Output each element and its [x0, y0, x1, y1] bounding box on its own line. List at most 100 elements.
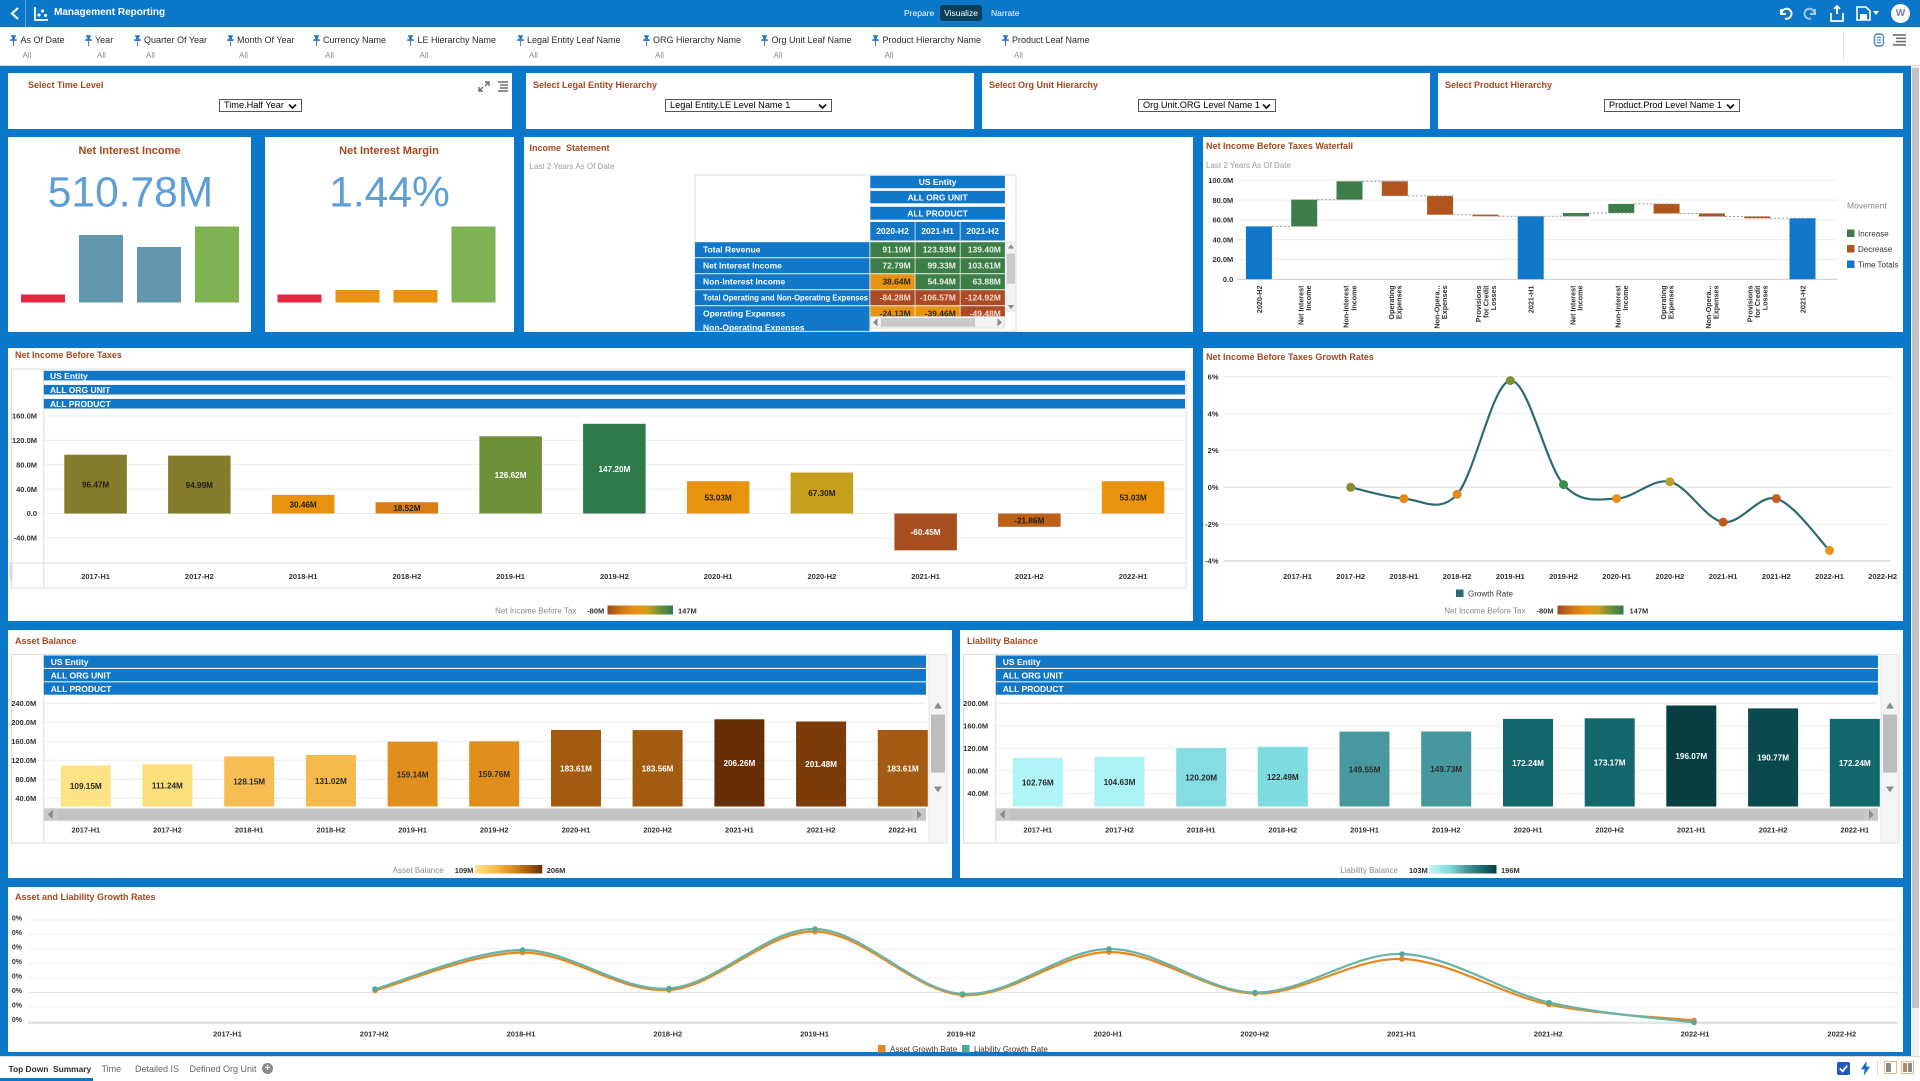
svg-text:172.24M: 172.24M — [1512, 758, 1544, 767]
svg-text:30.46M: 30.46M — [289, 500, 316, 509]
svg-text:126.62M: 126.62M — [495, 471, 527, 480]
svg-text:0%: 0% — [12, 930, 23, 937]
svg-text:0%: 0% — [1207, 483, 1218, 492]
svg-text:38.64M: 38.64M — [882, 276, 910, 286]
svg-text:Decrease: Decrease — [1858, 244, 1893, 253]
svg-text:ALL ORG UNIT: ALL ORG UNIT — [1003, 670, 1064, 680]
svg-text:2017-H1: 2017-H1 — [71, 825, 100, 834]
svg-text:147M: 147M — [678, 607, 697, 616]
svg-text:2020-H2: 2020-H2 — [1240, 1029, 1269, 1038]
svg-text:109M: 109M — [455, 865, 474, 874]
svg-text:Losses: Losses — [1488, 285, 1497, 310]
svg-text:159.14M: 159.14M — [397, 770, 429, 779]
svg-text:2017-H1: 2017-H1 — [1283, 572, 1312, 581]
svg-text:91.10M: 91.10M — [882, 244, 910, 254]
svg-text:-4%: -4% — [1205, 557, 1219, 566]
svg-text:2021-H2: 2021-H2 — [807, 825, 836, 834]
svg-text:2022-H2: 2022-H2 — [1827, 1029, 1856, 1038]
svg-text:1.44%: 1.44% — [329, 169, 450, 215]
svg-text:Total Revenue: Total Revenue — [703, 244, 761, 254]
svg-text:2021-H1: 2021-H1 — [911, 572, 940, 581]
svg-text:for Credit: for Credit — [1753, 284, 1762, 317]
svg-text:Non-Interest Income: Non-Interest Income — [703, 276, 785, 286]
svg-text:2019-H2: 2019-H2 — [600, 572, 629, 581]
svg-text:Net Income Before Tax: Net Income Before Tax — [495, 607, 576, 616]
svg-text:2017-H1: 2017-H1 — [213, 1029, 242, 1038]
svg-text:2018-H1: 2018-H1 — [1389, 572, 1418, 581]
svg-text:40.0M: 40.0M — [1212, 235, 1233, 244]
svg-text:Time Totals: Time Totals — [1858, 260, 1898, 269]
svg-text:Losses: Losses — [1760, 285, 1769, 310]
svg-text:2021-H1: 2021-H1 — [1677, 825, 1706, 834]
svg-text:20.0M: 20.0M — [1212, 255, 1233, 264]
svg-text:2017-H1: 2017-H1 — [1023, 825, 1052, 834]
svg-text:2021-H2: 2021-H2 — [1798, 285, 1807, 313]
svg-text:2020-H1: 2020-H1 — [1514, 825, 1543, 834]
svg-text:159.76M: 159.76M — [478, 770, 510, 779]
svg-text:2020-H2: 2020-H2 — [1254, 285, 1263, 313]
svg-text:160.0M: 160.0M — [12, 412, 37, 421]
svg-text:40.0M: 40.0M — [967, 789, 988, 798]
svg-text:2021-H1: 2021-H1 — [725, 825, 754, 834]
svg-text:ALL ORG UNIT: ALL ORG UNIT — [51, 670, 112, 680]
svg-text:2017-H2: 2017-H2 — [360, 1029, 389, 1038]
svg-text:40.0M: 40.0M — [15, 793, 36, 802]
svg-text:109.15M: 109.15M — [70, 782, 102, 791]
svg-text:2020-H2: 2020-H2 — [1595, 825, 1624, 834]
svg-text:-40.0M: -40.0M — [14, 534, 37, 543]
svg-text:173.17M: 173.17M — [1594, 758, 1626, 767]
svg-text:-2%: -2% — [1205, 520, 1219, 529]
svg-text:2021-H1: 2021-H1 — [1526, 285, 1535, 313]
svg-text:ALL ORG UNIT: ALL ORG UNIT — [907, 192, 968, 202]
svg-text:206M: 206M — [547, 865, 566, 874]
svg-text:Liability Growth Rate: Liability Growth Rate — [974, 1044, 1048, 1052]
svg-text:2017-H2: 2017-H2 — [1336, 572, 1365, 581]
svg-text:2018-H2: 2018-H2 — [1268, 825, 1297, 834]
svg-text:103M: 103M — [1409, 866, 1428, 875]
svg-text:2022-H1: 2022-H1 — [1681, 1029, 1710, 1038]
svg-text:104.63M: 104.63M — [1104, 777, 1136, 786]
svg-text:-60.45M: -60.45M — [911, 528, 941, 537]
svg-text:2020-H1: 2020-H1 — [1602, 572, 1631, 581]
svg-text:Asset Growth Rate: Asset Growth Rate — [890, 1044, 958, 1052]
svg-text:510.78M: 510.78M — [48, 169, 213, 215]
svg-text:Net Interest Income: Net Interest Income — [703, 260, 782, 270]
svg-text:139.40M: 139.40M — [967, 244, 1000, 254]
svg-text:2021-H1: 2021-H1 — [1387, 1029, 1416, 1038]
svg-text:Operating: Operating — [1658, 285, 1667, 319]
svg-text:2019-H1: 2019-H1 — [398, 825, 427, 834]
svg-text:120.20M: 120.20M — [1185, 773, 1217, 782]
svg-text:-80M: -80M — [1536, 607, 1553, 616]
svg-text:122.49M: 122.49M — [1267, 772, 1299, 781]
svg-text:94.99M: 94.99M — [186, 481, 213, 490]
svg-text:131.02M: 131.02M — [315, 776, 347, 785]
svg-text:2018-H1: 2018-H1 — [289, 572, 318, 581]
svg-text:-49.48M: -49.48M — [969, 308, 1000, 318]
svg-text:Provisions: Provisions — [1473, 285, 1482, 322]
svg-text:2021-H2: 2021-H2 — [1759, 825, 1788, 834]
svg-text:0.0: 0.0 — [1222, 274, 1232, 283]
svg-text:2020-H2: 2020-H2 — [643, 825, 672, 834]
svg-text:US Entity: US Entity — [1003, 657, 1041, 667]
svg-text:4%: 4% — [1207, 409, 1218, 418]
svg-text:Non-Interest: Non-Interest — [1341, 284, 1350, 327]
svg-text:2021-H2: 2021-H2 — [1761, 572, 1790, 581]
svg-text:ALL ORG UNIT: ALL ORG UNIT — [50, 385, 111, 395]
svg-text:2017-H2: 2017-H2 — [185, 572, 214, 581]
svg-text:Operating Expenses: Operating Expenses — [703, 308, 785, 318]
svg-text:2018-H2: 2018-H2 — [653, 1029, 682, 1038]
svg-text:2018-H1: 2018-H1 — [507, 1029, 536, 1038]
svg-text:149.73M: 149.73M — [1430, 765, 1462, 774]
svg-text:2020-H1: 2020-H1 — [704, 572, 733, 581]
svg-text:Income: Income — [1304, 285, 1313, 310]
svg-text:US Entity: US Entity — [51, 657, 89, 667]
svg-text:120.0M: 120.0M — [11, 756, 36, 765]
svg-text:0.0: 0.0 — [27, 509, 37, 518]
svg-text:-80M: -80M — [587, 607, 604, 616]
svg-text:0%: 0% — [12, 1002, 23, 1009]
svg-text:ALL PRODUCT: ALL PRODUCT — [51, 683, 112, 693]
svg-text:2%: 2% — [1207, 446, 1218, 455]
svg-text:123.93M: 123.93M — [922, 244, 955, 254]
svg-text:Expenses: Expenses — [1439, 285, 1448, 319]
svg-text:2019-H2: 2019-H2 — [947, 1029, 976, 1038]
